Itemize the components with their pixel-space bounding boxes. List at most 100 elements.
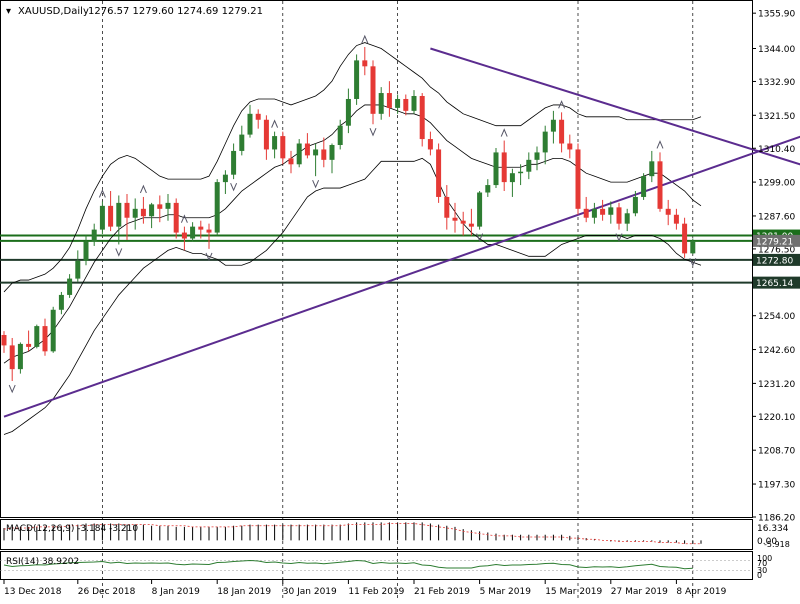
candle-bear — [173, 202, 179, 233]
candle-bull — [395, 98, 401, 108]
date-axis: 13 Dec 2018 26 Dec 2018 8 Jan 2019 18 Jan 2… — [3, 580, 727, 597]
candle-bull — [493, 152, 499, 186]
candle-bear — [362, 60, 368, 67]
horizontal-levels — [0, 234, 752, 284]
price-tick-label: 1186.20 — [758, 514, 795, 524]
candle-bull — [214, 182, 220, 233]
candle-bull — [329, 144, 335, 160]
candle-bear — [427, 139, 433, 150]
price-tag-label: 1265.14 — [756, 279, 793, 289]
candle-bull — [550, 119, 556, 132]
candle-bear — [263, 119, 269, 150]
rsi-panel-frame — [0, 551, 753, 580]
candle-bear — [26, 343, 32, 347]
fractal-markers — [8, 34, 697, 394]
band-lower-line — [3, 157, 702, 435]
candle-bull — [534, 152, 540, 160]
candle-bull — [272, 136, 278, 150]
bollinger-bands — [3, 42, 702, 435]
date-tick-label: 26 Dec 2018 — [78, 587, 136, 597]
price-tick-label: 1310.40 — [758, 145, 795, 155]
date-tick-label: 18 Jan 2019 — [217, 587, 271, 597]
candle-bear — [386, 93, 392, 108]
candle-bear — [321, 149, 327, 160]
price-tick-label: 1197.30 — [758, 481, 795, 491]
candle-bull — [67, 278, 73, 295]
candle-bull — [132, 208, 138, 218]
price-tick-label: 1208.70 — [758, 447, 795, 457]
price-tick-label: 1287.60 — [758, 212, 795, 222]
candle-bull — [231, 150, 237, 175]
candle-bull — [247, 113, 253, 135]
trendlines — [3, 47, 800, 418]
rsi-axis-100: 100 — [757, 554, 772, 563]
candle-bull — [690, 240, 696, 254]
price-tag-box — [753, 253, 800, 266]
candle-bull — [411, 96, 417, 111]
band-middle-line — [3, 104, 702, 364]
candle-bull — [378, 93, 384, 114]
date-tick-label: 8 Apr 2019 — [676, 587, 726, 597]
ohlc-readout: 1276.57 1279.60 1274.69 1279.21 — [88, 6, 263, 17]
price-tick-label: 1299.00 — [758, 179, 795, 189]
candle-bull — [296, 143, 302, 165]
candle-bull — [477, 192, 483, 227]
candle-bear — [583, 208, 589, 218]
candle-bull — [641, 176, 647, 197]
price-tick-label: 1344.00 — [758, 45, 795, 55]
candle-bear — [452, 217, 458, 221]
fractal-down-marker — [115, 248, 123, 257]
candle-bear — [673, 214, 679, 224]
date-tick-label: 8 Jan 2019 — [152, 587, 200, 597]
rsi-axis-0: 0 — [757, 571, 762, 580]
candle-bear — [600, 208, 606, 215]
candle-bull — [337, 125, 343, 145]
candle-bear — [124, 202, 130, 218]
price-tick-label: 1276.50 — [758, 245, 795, 255]
fractal-down-marker — [615, 233, 623, 242]
candle-bull — [83, 241, 89, 261]
macd-signal-line — [3, 523, 701, 545]
candle-bull — [354, 60, 360, 99]
candle-bull — [608, 207, 614, 215]
fractal-down-marker — [230, 182, 238, 192]
candle-bear — [280, 136, 286, 159]
fractal-up-marker — [558, 100, 566, 109]
candlesticks — [1, 47, 696, 382]
trendline — [3, 135, 800, 418]
rsi-label: RSI(14) 38.9202 — [6, 557, 79, 567]
candle-bull — [649, 161, 655, 177]
candle-bull — [17, 343, 23, 370]
dropdown-triangle-icon[interactable]: ▾ — [6, 6, 11, 17]
fractal-up-marker — [500, 128, 508, 137]
candle-bull — [526, 159, 532, 172]
price-tick-label: 1242.60 — [758, 346, 795, 356]
band-upper-line — [3, 42, 702, 293]
rsi-axis-70: 70 — [757, 559, 767, 568]
candle-bull — [58, 294, 64, 310]
rsi-line — [3, 559, 693, 570]
price-tag-label: 1272.80 — [756, 256, 793, 266]
fractal-up-marker — [98, 189, 106, 198]
macd-label: MACD(12,26,9) -3.184 -3.210 — [6, 524, 138, 534]
candle-bull — [34, 326, 40, 347]
candle-bull — [313, 149, 319, 156]
price-axis: 1355.90 1344.00 1332.90 1321.50 1310.40 1299.… — [752, 10, 795, 524]
fractal-up-marker — [271, 119, 279, 128]
candle-bear — [370, 66, 376, 114]
candle-bear — [304, 143, 310, 156]
candle-bear — [468, 223, 474, 227]
price-tick-label: 1220.10 — [758, 413, 795, 423]
fractal-down-marker — [369, 128, 377, 137]
candle-bull — [50, 309, 56, 352]
candle-bear — [501, 152, 507, 183]
macd-axis-top: 16.334 — [757, 524, 789, 534]
candle-bull — [149, 204, 155, 217]
candle-bear — [657, 161, 663, 209]
macd-axis-bottom: -5.918 — [764, 540, 790, 549]
candle-bull — [239, 134, 245, 151]
price-tick-label: 1355.90 — [758, 10, 795, 20]
